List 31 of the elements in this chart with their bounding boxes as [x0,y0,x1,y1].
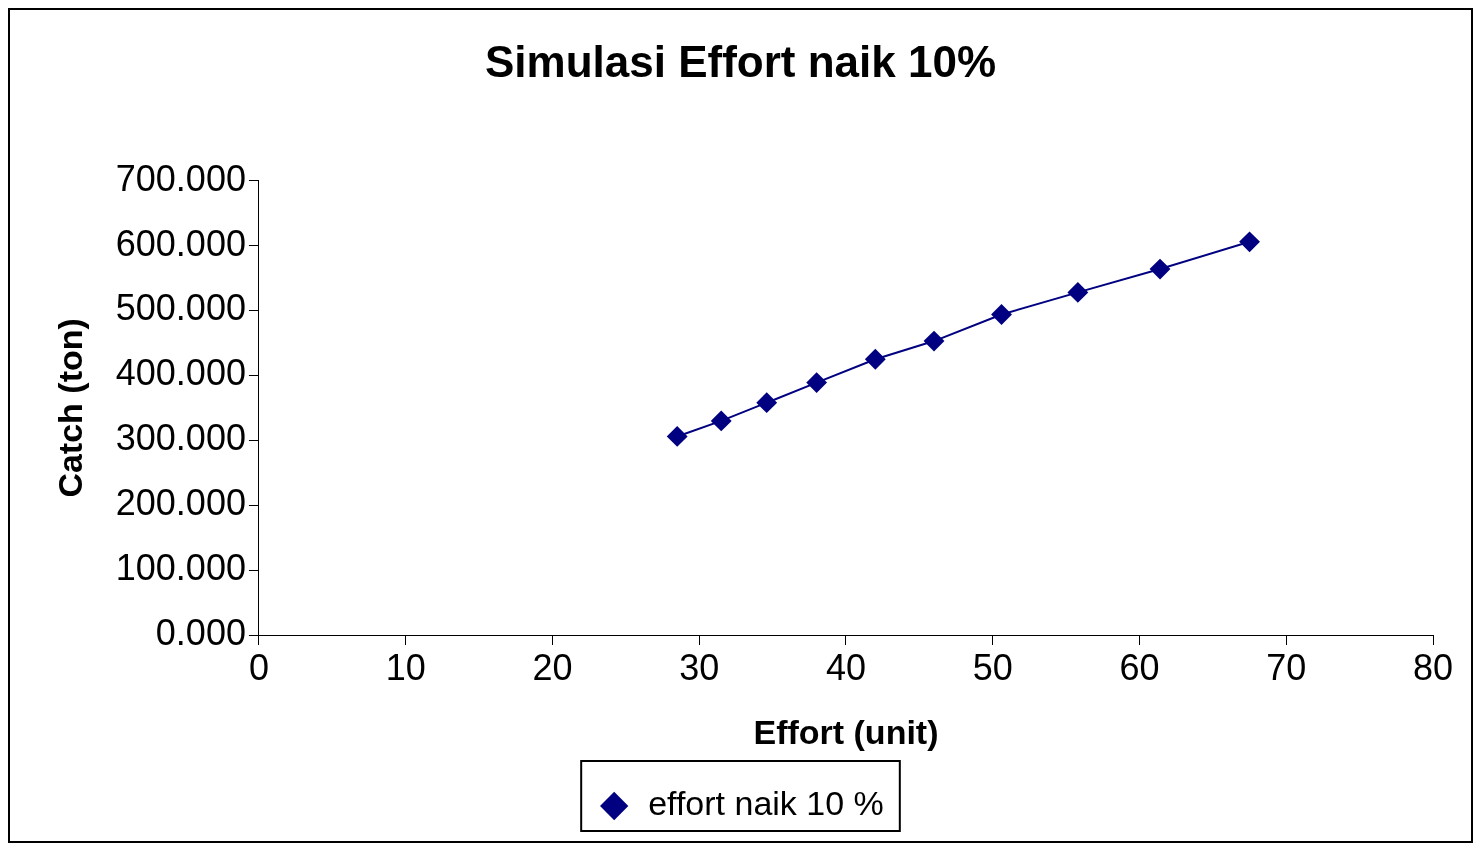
x-axis-title: Effort (unit) [753,712,939,751]
x-tick-label: 50 [972,646,1013,688]
x-tick-label: 20 [532,646,573,688]
point [1239,231,1260,252]
x-tick-label: 10 [385,646,426,688]
point [1150,259,1171,280]
point [806,372,827,393]
y-tick-label: 100.000 [115,547,246,589]
y-axis-title: Catch (ton) [50,318,89,498]
x-tick-label: 60 [1119,646,1160,688]
x-tick-label: 80 [1412,646,1454,688]
x-tick-label: 0 [248,646,269,688]
point [756,392,777,413]
point [1067,282,1088,303]
y-tick-label: 400.000 [115,352,246,394]
point [991,304,1012,325]
y-tick-label: 700.000 [115,157,246,199]
x-tick-label: 70 [1266,646,1307,688]
y-tick-label: 600.000 [115,222,246,264]
legend-label: effort naik 10 % [648,784,884,823]
point [667,426,688,447]
x-tick-label: 40 [825,646,866,688]
y-tick-label: 300.000 [115,417,246,459]
y-tick-label: 500.000 [115,287,246,329]
point [924,331,945,352]
point [711,410,732,431]
y-tick-label: 0.000 [155,611,246,653]
y-tick-label: 200.000 [115,482,246,524]
point [865,349,886,370]
chart-title: Simulasi Effort naik 10% [484,36,997,86]
x-tick-label: 30 [679,646,720,688]
